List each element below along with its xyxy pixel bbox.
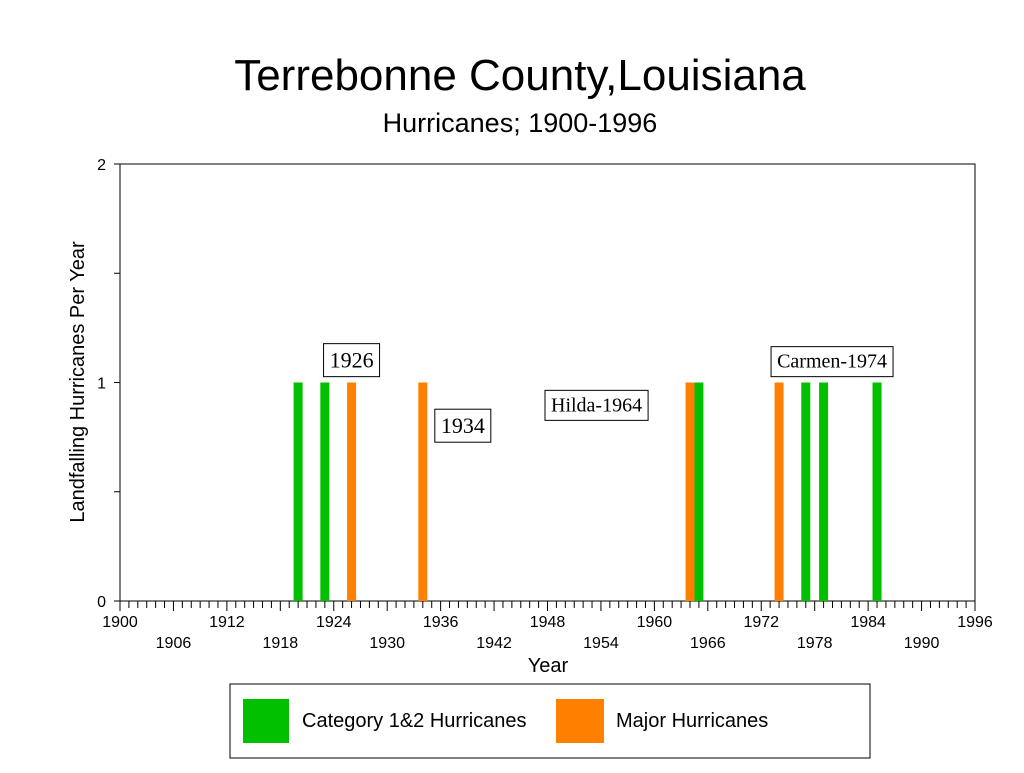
bar-1920 [293, 382, 303, 601]
chart-title: Terrebonne County,Louisiana [234, 51, 806, 100]
y-axis-label: Landfalling Hurricanes Per Year [67, 241, 89, 523]
x-tick-label: 1966 [690, 635, 726, 652]
annotation-label: 1934 [441, 413, 485, 438]
annotation-label: Hilda-1964 [551, 394, 642, 416]
y-tick-label: 2 [97, 157, 106, 174]
x-minor-ticks [119, 601, 976, 611]
x-tick-label: 1996 [957, 614, 993, 631]
bar-1934 [418, 382, 428, 601]
bars-layer [293, 382, 882, 601]
legend-swatch-category-1-2 [243, 699, 289, 743]
x-tick-label: 1918 [263, 635, 299, 652]
legend-label-category-1-2: Category 1&2 Hurricanes [302, 710, 527, 732]
annotation-1: 1934 [434, 408, 492, 443]
x-tick-label: 1930 [369, 635, 405, 652]
annotation-box [544, 389, 649, 421]
y-axis-ticks: 0 1 2 [97, 157, 120, 611]
bar-1977 [801, 382, 811, 601]
x-axis-label: Year [528, 655, 569, 677]
annotation-box [434, 408, 492, 443]
bar-1974 [774, 382, 784, 601]
y-tick-label: 0 [97, 594, 106, 611]
x-tick-label: 1954 [583, 635, 619, 652]
x-tick-label: 1984 [850, 614, 886, 631]
legend-label-major: Major Hurricanes [616, 710, 768, 732]
annotation-0: 1926 [323, 343, 381, 378]
x-tick-label: 1960 [637, 614, 673, 631]
x-tick-label: 1990 [904, 635, 940, 652]
annotation-label: 1926 [330, 348, 374, 373]
bar-1964 [685, 382, 695, 601]
x-tick-label: 1948 [530, 614, 566, 631]
bar-1923 [320, 382, 330, 601]
bar-1979 [819, 382, 829, 601]
y-tick-label: 1 [97, 376, 106, 393]
legend: Category 1&2 Hurricanes Major Hurricanes [229, 683, 871, 759]
x-tick-label: 1978 [797, 635, 833, 652]
annotation-box [770, 346, 894, 378]
x-tick-label: 1900 [102, 614, 138, 631]
bar-1926 [347, 382, 357, 601]
x-tick-label: 1912 [209, 614, 245, 631]
bar-1965 [694, 382, 704, 601]
x-tick-label: 1936 [423, 614, 459, 631]
legend-box [229, 683, 871, 759]
plot-area [119, 163, 976, 602]
annotation-label: Carmen-1974 [777, 351, 887, 373]
x-tick-label: 1972 [743, 614, 779, 631]
x-tick-labels: 1900 1912 1924 1936 1948 1960 1972 1984 1996 1906… [102, 614, 993, 652]
annotation-2: Hilda-1964 [544, 389, 649, 421]
x-tick-label: 1942 [476, 635, 512, 652]
x-tick-label: 1906 [156, 635, 192, 652]
bar-1985 [872, 382, 882, 601]
legend-swatch-major [556, 699, 604, 743]
annotation-3: Carmen-1974 [770, 346, 894, 378]
annotation-box [323, 343, 381, 378]
chart-subtitle: Hurricanes; 1900-1996 [383, 108, 658, 138]
annotations-layer: 1926 1934 Hilda-1964 Carmen-1974 [323, 343, 894, 443]
x-tick-label: 1924 [316, 614, 352, 631]
